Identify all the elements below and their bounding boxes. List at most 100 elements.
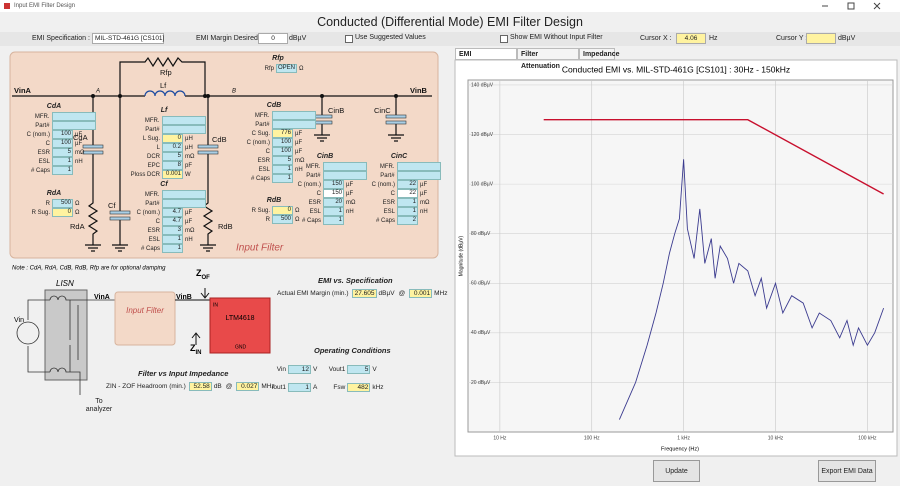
tab[interactable]: Filter Attenuation <box>517 48 579 70</box>
export-button[interactable]: Export EMI Data <box>818 460 876 482</box>
param-input[interactable]: 5 <box>272 156 293 165</box>
section-title: EMI vs. Specification <box>318 276 393 285</box>
param-input[interactable]: 1 <box>52 157 73 166</box>
param-input[interactable]: 22 <box>397 180 418 189</box>
param-label: ESL <box>258 166 270 173</box>
field-value[interactable]: 1 <box>288 383 311 392</box>
cursor-y-input[interactable] <box>806 33 836 44</box>
operating-field: Vout1 5 V <box>323 365 377 375</box>
update-button[interactable]: Update <box>653 460 700 482</box>
param-label: Part# <box>35 122 50 129</box>
checkbox[interactable] <box>500 35 508 43</box>
param-unit: Ω <box>75 200 80 207</box>
param-label: ESR <box>308 199 321 206</box>
ic-label: LTM4618 <box>225 315 254 322</box>
param-input[interactable]: 3 <box>162 226 183 235</box>
table-title: CdA <box>46 103 62 110</box>
param-input[interactable]: 0.001 <box>162 170 183 179</box>
param-unit: mΩ <box>185 153 195 160</box>
field-value[interactable]: 12 <box>288 365 311 374</box>
param-input[interactable]: 500 <box>272 215 293 224</box>
param-input[interactable] <box>271 111 316 120</box>
param-input[interactable]: 100 <box>52 139 73 148</box>
node-label: A <box>95 89 100 95</box>
param-input[interactable]: 5 <box>162 152 183 161</box>
param-label: R Sug. <box>251 207 270 214</box>
param-label: C (nom.) <box>26 131 50 138</box>
x-tick-label: 100 Hz <box>584 435 600 441</box>
maximize-button[interactable] <box>847 2 855 10</box>
param-input[interactable]: 1 <box>272 174 293 183</box>
param-label: C <box>316 190 321 197</box>
param-input[interactable]: 150 <box>323 189 344 198</box>
param-label: ESR <box>147 227 160 234</box>
param-input[interactable] <box>322 162 367 171</box>
margin-input[interactable]: 0 <box>258 33 288 44</box>
param-input[interactable]: 1 <box>323 216 344 225</box>
param-input[interactable] <box>161 116 206 125</box>
source-label: Vin <box>14 317 24 324</box>
param-input[interactable]: 0 <box>272 206 293 215</box>
param-label: C <box>45 140 50 147</box>
param-input[interactable]: 100 <box>52 130 73 139</box>
page-title: Conducted (Differential Mode) EMI Filter… <box>317 15 583 29</box>
param-input[interactable]: 5 <box>52 148 73 157</box>
param-input[interactable]: 150 <box>323 180 344 189</box>
param-input[interactable] <box>51 112 96 121</box>
param-input[interactable] <box>51 121 96 130</box>
param-input[interactable]: OPEN <box>276 64 297 73</box>
param-input[interactable]: 776 <box>272 129 293 138</box>
tab[interactable]: EMI <box>455 48 517 60</box>
close-button[interactable] <box>873 2 881 10</box>
cursor-x-input[interactable]: 4.06 <box>676 33 706 44</box>
param-input[interactable]: 0.2 <box>162 143 183 152</box>
param-input[interactable]: 22 <box>397 189 418 198</box>
window-title: Input EMI Filter Design <box>14 3 76 9</box>
param-input[interactable]: 4.7 <box>162 217 183 226</box>
param-input[interactable] <box>161 199 206 208</box>
param-input[interactable]: 100 <box>272 147 293 156</box>
schematic-wires <box>12 56 432 252</box>
param-input[interactable]: 1 <box>397 198 418 207</box>
param-row: Part# <box>232 120 316 129</box>
param-input[interactable] <box>396 171 441 180</box>
x-tick-label: 1 kHz <box>677 435 690 441</box>
field-label: Actual EMI Margin (min.) <box>277 289 349 297</box>
param-input[interactable] <box>396 162 441 171</box>
param-unit: Ω <box>299 65 304 72</box>
param-input[interactable] <box>161 190 206 199</box>
param-label: ESR <box>257 157 270 164</box>
param-input[interactable]: 1 <box>397 207 418 216</box>
param-input[interactable]: 1 <box>52 166 73 175</box>
title-bar <box>0 0 900 12</box>
param-input[interactable]: 1 <box>272 165 293 174</box>
field-value: 27.605 <box>351 288 377 298</box>
param-input[interactable]: 100 <box>272 138 293 147</box>
param-row: Part# <box>122 199 206 208</box>
table-title: Cf <box>160 181 168 188</box>
field-value[interactable]: 5 <box>347 365 371 374</box>
param-input[interactable] <box>322 171 367 180</box>
param-input[interactable] <box>271 120 316 129</box>
lisn-circuit <box>16 295 115 395</box>
param-input[interactable] <box>161 125 206 134</box>
param-label: R <box>265 216 270 223</box>
param-input[interactable]: 0 <box>162 134 183 143</box>
param-input[interactable]: 0 <box>52 208 73 217</box>
param-input[interactable]: 20 <box>323 198 344 207</box>
table-title: Lf <box>160 107 168 114</box>
spec-dropdown[interactable]: MIL-STD-461G [CS101] <box>92 33 164 44</box>
param-input[interactable]: 8 <box>162 161 183 170</box>
field-value[interactable]: 482 <box>347 383 371 392</box>
param-input[interactable]: 1 <box>162 235 183 244</box>
param-input[interactable]: 1 <box>162 244 183 253</box>
param-input[interactable]: 4.7 <box>162 208 183 217</box>
param-input[interactable]: 2 <box>397 216 418 225</box>
operating-field: Iout1 1 A <box>264 383 317 393</box>
param-row: R 500 Ω <box>232 215 316 224</box>
checkbox[interactable] <box>345 35 353 43</box>
param-input[interactable]: 1 <box>323 207 344 216</box>
param-input[interactable]: 500 <box>52 199 73 208</box>
tab[interactable]: Impedance <box>579 48 620 60</box>
